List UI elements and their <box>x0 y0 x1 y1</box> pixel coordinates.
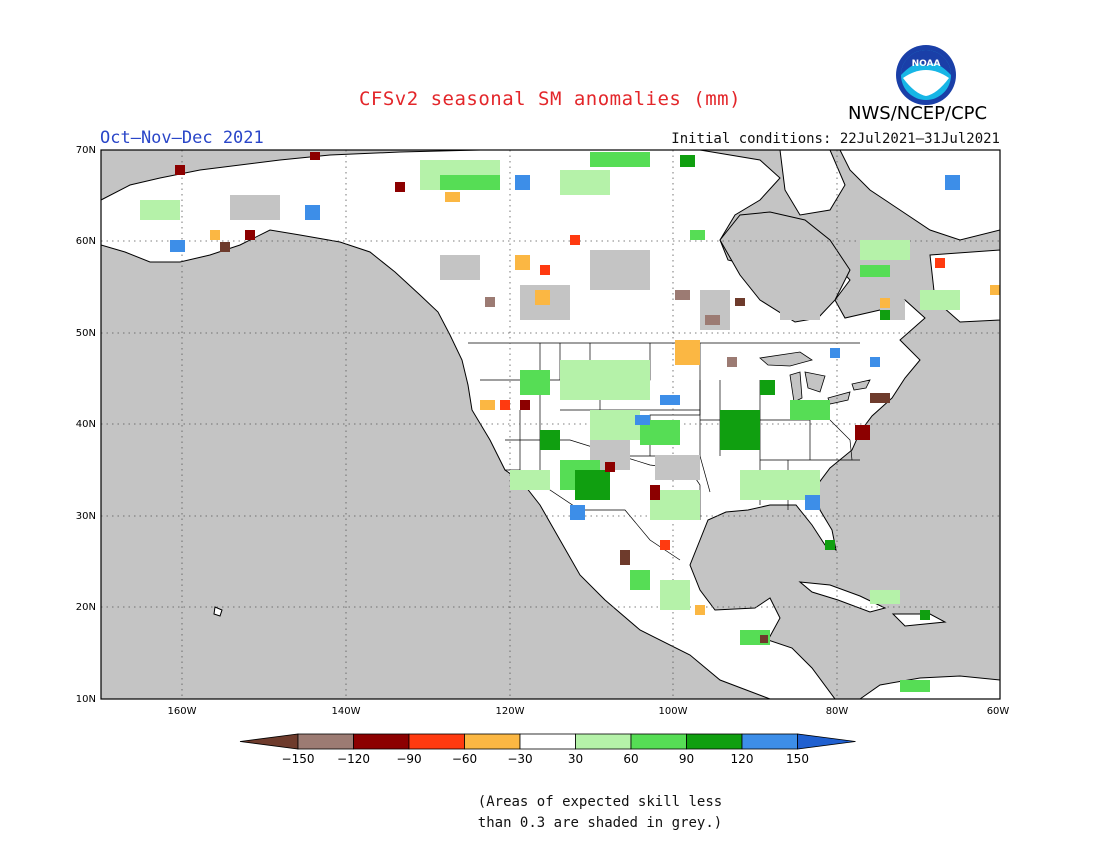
lon-label: 120W <box>496 706 525 717</box>
lat-label: 50N <box>76 328 96 339</box>
agency-label: NWS/NCEP/CPC <box>848 103 988 124</box>
colorbar-label: −150 <box>282 752 315 766</box>
colorbar-swatch <box>630 733 687 750</box>
lon-label: 80W <box>826 706 849 717</box>
colorbar-label: −90 <box>396 752 421 766</box>
lat-label: 10N <box>76 694 96 705</box>
colorbar-label: −120 <box>337 752 370 766</box>
skill-note-line-2: than 0.3 are shaded in grey.) <box>477 815 723 831</box>
colorbar-swatch <box>741 733 798 750</box>
initial-conditions: Initial conditions: 22Jul2021–31Jul2021 <box>671 131 1000 147</box>
colorbar-label: 60 <box>623 752 638 766</box>
lat-label: 60N <box>76 236 96 247</box>
colorbar-label: 90 <box>679 752 694 766</box>
colorbar-arrow-high <box>797 733 856 750</box>
great-lakes <box>759 351 871 405</box>
colorbar-label: 120 <box>731 752 754 766</box>
colorbar <box>239 733 856 750</box>
colorbar-swatch <box>297 733 354 750</box>
map-frame <box>100 149 1001 700</box>
noaa-logo: NOAA <box>896 45 956 105</box>
colorbar-label: −60 <box>452 752 477 766</box>
lat-label: 20N <box>76 602 96 613</box>
colorbar-labels: −150 −120 −90 −60 −30 30 60 90 120 150 <box>282 752 809 766</box>
skill-note-line-1: (Areas of expected skill less <box>477 794 723 810</box>
colorbar-swatch <box>353 733 410 750</box>
colorbar-label: 30 <box>568 752 583 766</box>
colorbar-label: 150 <box>786 752 809 766</box>
lat-label: 40N <box>76 419 96 430</box>
lat-label: 70N <box>76 145 96 156</box>
colorbar-swatch <box>464 733 521 750</box>
colorbar-swatch <box>519 733 576 750</box>
colorbar-swatch <box>575 733 632 750</box>
latitude-labels: 70N 60N 50N 40N 30N 20N 10N <box>76 145 96 705</box>
colorbar-label: −30 <box>507 752 532 766</box>
anomaly-shading <box>140 152 1000 692</box>
colorbar-swatch <box>408 733 465 750</box>
colorbar-swatch <box>686 733 743 750</box>
lon-label: 160W <box>168 706 197 717</box>
map-title: CFSv2 seasonal SM anomalies (mm) <box>358 88 742 110</box>
lon-label: 140W <box>332 706 361 717</box>
forecast-period: Oct–Nov–Dec 2021 <box>100 128 264 148</box>
lon-label: 60W <box>987 706 1010 717</box>
noaa-logo-text: NOAA <box>912 59 941 69</box>
colorbar-arrow-low <box>239 733 299 750</box>
lon-label: 100W <box>659 706 688 717</box>
longitude-labels: 160W 140W 120W 100W 80W 60W <box>168 706 1010 717</box>
skill-note: (Areas of expected skill less than 0.3 a… <box>470 792 730 834</box>
lat-label: 30N <box>76 511 96 522</box>
